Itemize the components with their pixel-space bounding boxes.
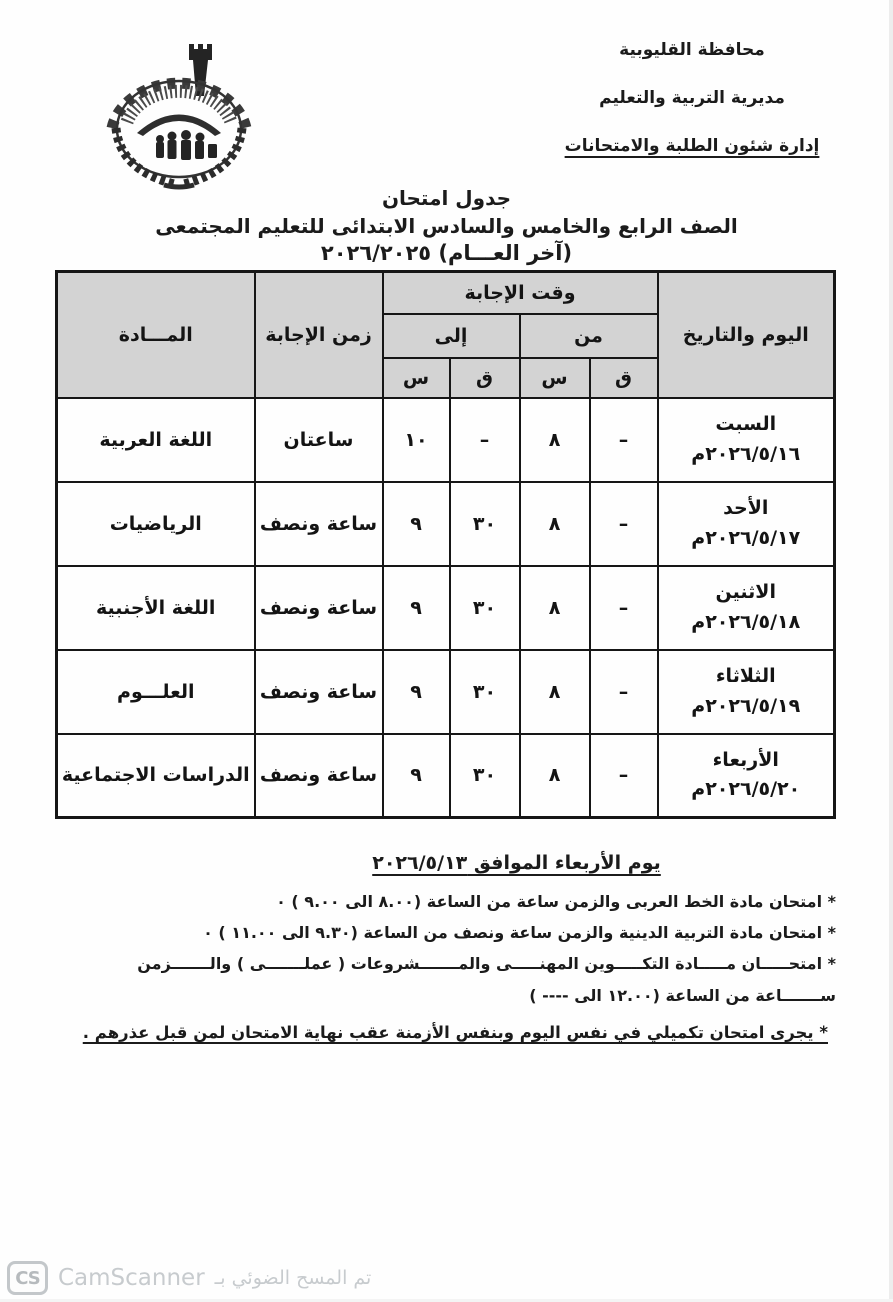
title-grades: الصف الرابع والخامس والسادس الابتدائى لل… bbox=[155, 214, 738, 238]
header-row-1: اليوم والتاريخ وقت الإجابة زمن الإجابة ا… bbox=[55, 270, 836, 399]
to-hours-cell: ٩ bbox=[381, 480, 451, 567]
from-hours-cell: ٨ bbox=[518, 732, 591, 819]
to-minutes-cell: ٣٠ bbox=[448, 732, 521, 819]
table-row: الثلاثاء ٢٠٢٦/٥/١٩م – ٨ ٣٠ ٩ ساعة ونصف ا… bbox=[55, 648, 836, 735]
duration-cell: ساعة ونصف bbox=[253, 480, 384, 567]
duration-cell: ساعة ونصف bbox=[253, 648, 384, 735]
from-minutes-cell: – bbox=[588, 480, 659, 567]
table-row: السبت ٢٠٢٦/٥/١٦م – ٨ – ١٠ ساعتان اللغة ا… bbox=[55, 396, 836, 483]
from-minutes-cell: – bbox=[588, 564, 659, 651]
from-minutes-cell: – bbox=[588, 396, 659, 483]
day-name: الاثنين bbox=[715, 581, 776, 604]
table-row: الأحد ٢٠٢٦/٥/١٧م – ٨ ٣٠ ٩ ساعة ونصف الري… bbox=[55, 480, 836, 567]
col-header-duration: زمن الإجابة bbox=[253, 270, 384, 399]
from-minutes-cell: – bbox=[588, 648, 659, 735]
letterhead-department: إدارة شئون الطلبة والامتحانات bbox=[564, 136, 820, 156]
col-header-from-minutes: ق bbox=[588, 356, 659, 399]
subject-cell: الرياضيات bbox=[55, 480, 256, 567]
col-header-day-date: اليوم والتاريخ bbox=[656, 270, 836, 399]
to-hours-cell: ٩ bbox=[381, 732, 451, 819]
from-minutes-cell: – bbox=[588, 732, 659, 819]
to-hours-cell: ١٠ bbox=[381, 396, 451, 483]
to-minutes-cell: – bbox=[448, 396, 521, 483]
title-term-year: (آخر العـــام) ٢٠٢٦/٢٠٢٥ bbox=[320, 241, 573, 265]
camscanner-watermark: CS CamScanner تم المسح الضوئي بـ bbox=[7, 1260, 371, 1296]
header-row-2: من إلى bbox=[57, 312, 835, 359]
day-date-cell: الاثنين ٢٠٢٦/٥/١٨م bbox=[656, 564, 836, 651]
from-hours-cell: ٨ bbox=[518, 564, 591, 651]
note-makeup-exam: * يجرى امتحان تكميلي في نفس اليوم وبنفس … bbox=[82, 1022, 828, 1042]
subject-cell: الدراسات الاجتماعية bbox=[55, 732, 256, 819]
note-religion-exam: * امتحان مادة التربية الدينية والزمن ساع… bbox=[203, 923, 836, 943]
scan-edge-artifact bbox=[0, 1299, 893, 1302]
from-hours-cell: ٨ bbox=[518, 648, 591, 735]
day-date-cell: الأربعاء ٢٠٢٦/٥/٢٠م bbox=[656, 732, 836, 819]
camscanner-cs-badge-icon: CS bbox=[7, 1261, 48, 1295]
col-header-from: من bbox=[518, 312, 659, 359]
camscanner-arabic-text: تم المسح الضوئي بـ bbox=[214, 1267, 372, 1289]
to-minutes-cell: ٣٠ bbox=[448, 648, 521, 735]
table-row: الاثنين ٢٠٢٦/٥/١٨م – ٨ ٣٠ ٩ ساعة ونصف ال… bbox=[55, 564, 836, 651]
letterhead-directorate: مديرية التربية والتعليم bbox=[599, 88, 785, 108]
to-minutes-cell: ٣٠ bbox=[448, 480, 521, 567]
day-date-cell: الأحد ٢٠٢٦/٥/١٧م bbox=[656, 480, 836, 567]
camscanner-brand-text: CamScanner bbox=[58, 1265, 205, 1291]
subject-cell: اللغة العربية bbox=[55, 396, 256, 483]
to-hours-cell: ٩ bbox=[381, 648, 451, 735]
from-hours-cell: ٨ bbox=[518, 396, 591, 483]
letterhead: محافظة القليوبية مديرية التربية والتعليم… bbox=[542, 40, 842, 184]
col-header-answer-time: وقت الإجابة bbox=[381, 270, 659, 315]
duration-cell: ساعة ونصف bbox=[253, 732, 384, 819]
from-hours-cell: ٨ bbox=[518, 480, 591, 567]
col-header-subject: المـــادة bbox=[55, 270, 256, 399]
document-title: جدول امتحان الصف الرابع والخامس والسادس … bbox=[0, 184, 893, 267]
scan-edge-artifact bbox=[889, 0, 893, 1302]
subject-cell: اللغة الأجنبية bbox=[55, 564, 256, 651]
ministry-of-education-logo-icon bbox=[106, 44, 252, 190]
subject-cell: العلـــوم bbox=[55, 648, 256, 735]
col-header-to: إلى bbox=[381, 312, 521, 359]
col-header-from-hours: س bbox=[518, 356, 591, 399]
table-row: الأربعاء ٢٠٢٦/٥/٢٠م – ٨ ٣٠ ٩ ساعة ونصف ا… bbox=[55, 732, 836, 819]
title-exam-schedule: جدول امتحان bbox=[381, 186, 512, 210]
duration-cell: ساعتان bbox=[253, 396, 384, 483]
day-date: ٢٠٢٦/٥/١٧م bbox=[691, 526, 801, 549]
note-calligraphy-exam: * امتحان مادة الخط العربى والزمن ساعة من… bbox=[276, 892, 836, 911]
col-header-to-hours: س bbox=[381, 356, 451, 399]
day-name: الأربعاء bbox=[712, 748, 779, 771]
day-date: ٢٠٢٦/٥/١٩م bbox=[691, 694, 801, 717]
letterhead-governorate: محافظة القليوبية bbox=[619, 40, 765, 60]
day-name: السبت bbox=[715, 413, 777, 436]
day-date: ٢٠٢٦/٥/١٦م bbox=[691, 442, 801, 465]
day-date: ٢٠٢٦/٥/٢٠م bbox=[691, 778, 801, 801]
duration-cell: ساعة ونصف bbox=[253, 564, 384, 651]
day-date-cell: السبت ٢٠٢٦/٥/١٦م bbox=[656, 396, 836, 483]
day-date-cell: الثلاثاء ٢٠٢٦/٥/١٩م bbox=[656, 648, 836, 735]
note-vocational-exam: * امتحـــــان مـــــادة التكـــــوين الم… bbox=[137, 954, 836, 1005]
header-row-3: ق س ق س bbox=[57, 356, 835, 399]
day-date: ٢٠٢٦/٥/١٨م bbox=[691, 610, 801, 633]
col-header-to-minutes: ق bbox=[448, 356, 521, 399]
day-name: الأحد bbox=[723, 497, 769, 520]
to-hours-cell: ٩ bbox=[381, 564, 451, 651]
to-minutes-cell: ٣٠ bbox=[448, 564, 521, 651]
day-name: الثلاثاء bbox=[715, 665, 776, 688]
notes-section: يوم الأربعاء الموافق ٢٠٢٦/٥/١٣ * امتحان … bbox=[57, 852, 836, 1042]
notes-heading-date: يوم الأربعاء الموافق ٢٠٢٦/٥/١٣ bbox=[372, 852, 661, 874]
exam-schedule-table: اليوم والتاريخ وقت الإجابة زمن الإجابة ا… bbox=[55, 270, 836, 819]
